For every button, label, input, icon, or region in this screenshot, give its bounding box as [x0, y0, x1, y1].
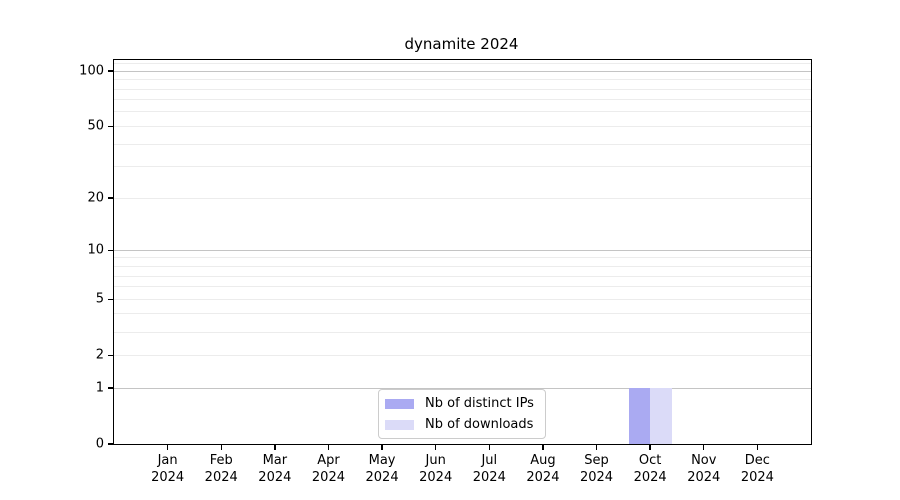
y-tick-label: 100 — [79, 65, 104, 78]
x-tick-mark — [167, 445, 168, 450]
x-tick-label: May 2024 — [366, 452, 399, 486]
x-tick-mark — [274, 445, 275, 450]
minor-gridline — [114, 126, 811, 127]
x-tick-label: Jan 2024 — [151, 452, 184, 486]
x-tick-mark — [596, 445, 597, 450]
y-tick-label: 2 — [96, 349, 104, 362]
x-tick-label: Jun 2024 — [419, 452, 452, 486]
y-tick-label: 5 — [96, 293, 104, 306]
minor-gridline — [114, 99, 811, 100]
legend-label: Nb of downloads — [425, 417, 533, 432]
x-tick-label: Apr 2024 — [312, 452, 345, 486]
x-tick-mark — [703, 445, 704, 450]
legend-item: Nb of downloads — [385, 416, 537, 433]
major-gridline — [114, 250, 811, 251]
minor-gridline — [114, 63, 811, 64]
bar-nb-of-downloads — [650, 388, 672, 444]
x-tick-label: Mar 2024 — [258, 452, 291, 486]
chart-title: dynamite 2024 — [113, 35, 810, 53]
x-tick-label: Aug 2024 — [526, 452, 559, 486]
legend-label: Nb of distinct IPs — [425, 396, 534, 411]
y-tick-mark — [108, 250, 113, 251]
x-tick-mark — [649, 445, 650, 450]
x-tick-mark — [221, 445, 222, 450]
minor-gridline — [114, 332, 811, 333]
major-gridline — [114, 71, 811, 72]
x-tick-label: Jul 2024 — [473, 452, 506, 486]
x-tick-label: Feb 2024 — [205, 452, 238, 486]
x-tick-mark — [381, 445, 382, 450]
minor-gridline — [114, 276, 811, 277]
x-tick-label: Sep 2024 — [580, 452, 613, 486]
y-tick-mark — [108, 126, 113, 127]
y-tick-label: 50 — [87, 120, 104, 133]
x-tick-label: Oct 2024 — [634, 452, 667, 486]
chart-figure: dynamite 2024 0125102050100Jan 2024Feb 2… — [0, 0, 900, 500]
y-tick-mark — [108, 443, 113, 444]
minor-gridline — [114, 299, 811, 300]
y-tick-label: 20 — [87, 192, 104, 205]
minor-gridline — [114, 355, 811, 356]
legend: Nb of distinct IPs Nb of downloads — [378, 389, 546, 439]
minor-gridline — [114, 144, 811, 145]
y-tick-mark — [108, 70, 113, 71]
x-tick-label: Dec 2024 — [741, 452, 774, 486]
minor-gridline — [114, 257, 811, 258]
minor-gridline — [114, 313, 811, 314]
x-tick-mark — [435, 445, 436, 450]
legend-swatch — [385, 420, 414, 430]
y-tick-mark — [108, 197, 113, 198]
x-tick-mark — [542, 445, 543, 450]
minor-gridline — [114, 266, 811, 267]
y-tick-mark — [108, 355, 113, 356]
y-tick-label: 10 — [87, 244, 104, 257]
minor-gridline — [114, 111, 811, 112]
plot-area: 0125102050100Jan 2024Feb 2024Mar 2024Apr… — [113, 59, 812, 445]
legend-item: Nb of distinct IPs — [385, 395, 537, 412]
y-tick-label: 0 — [96, 438, 104, 451]
minor-gridline — [114, 166, 811, 167]
x-tick-mark — [328, 445, 329, 450]
minor-gridline — [114, 286, 811, 287]
minor-gridline — [114, 198, 811, 199]
legend-swatch — [385, 399, 414, 409]
bar-nb-of-distinct-ips — [629, 388, 651, 444]
x-tick-mark — [489, 445, 490, 450]
x-tick-label: Nov 2024 — [687, 452, 720, 486]
minor-gridline — [114, 89, 811, 90]
minor-gridline — [114, 79, 811, 80]
x-tick-mark — [757, 445, 758, 450]
y-tick-mark — [108, 387, 113, 388]
y-tick-label: 1 — [96, 382, 104, 395]
y-tick-mark — [108, 299, 113, 300]
